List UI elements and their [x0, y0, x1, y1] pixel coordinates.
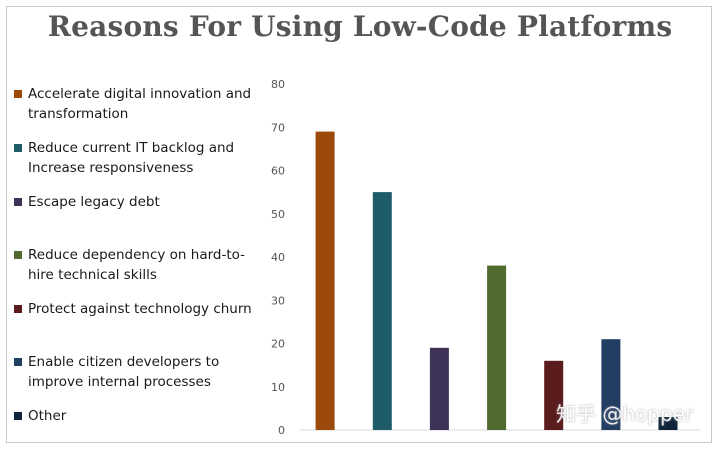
bar	[315, 131, 335, 430]
legend-item: Protect against technology churn	[14, 299, 264, 319]
bar	[544, 360, 564, 430]
legend-item: Reduce dependency on hard-to-hire techni…	[14, 245, 264, 285]
y-tick-label: 30	[271, 294, 285, 307]
legend-swatch	[14, 412, 22, 420]
legend-label: Escape legacy debt	[28, 194, 160, 210]
legend-label: Reduce dependency on hard-to-hire techni…	[28, 247, 246, 283]
legend-item: Reduce current IT backlog and Increase r…	[14, 138, 264, 178]
bar	[658, 417, 678, 430]
legend-label: Enable citizen developers to improve int…	[28, 354, 220, 390]
legend-item: Enable citizen developers to improve int…	[14, 352, 264, 392]
legend-label: Protect against technology churn	[28, 301, 252, 317]
legend-swatch	[14, 198, 22, 206]
y-tick-label: 80	[271, 78, 285, 91]
legend-item: Other	[14, 406, 264, 426]
y-tick-label: 50	[271, 208, 285, 221]
bar	[372, 192, 392, 430]
y-tick-label: 0	[278, 424, 285, 437]
bar	[429, 347, 449, 430]
bar	[601, 339, 621, 430]
legend-swatch	[14, 144, 22, 152]
legend-label: Accelerate digital innovation and transf…	[28, 86, 252, 122]
legend-label: Reduce current IT backlog and Increase r…	[28, 140, 235, 176]
watermark-text: 知乎 @hopper	[556, 402, 694, 426]
y-tick-label: 40	[271, 251, 285, 264]
legend-swatch	[14, 251, 22, 259]
legend-item: Accelerate digital innovation and transf…	[14, 84, 264, 124]
y-tick-label: 60	[271, 165, 285, 178]
chart-title: Reasons For Using Low-Code Platforms	[47, 10, 673, 43]
legend-swatch	[14, 90, 22, 98]
legend-item: Escape legacy debt	[14, 192, 264, 212]
legend-swatch	[14, 358, 22, 366]
y-tick-label: 70	[271, 121, 285, 134]
y-tick-label: 10	[271, 381, 285, 394]
chart-frame	[6, 6, 712, 443]
y-tick-label: 20	[271, 338, 285, 351]
legend-label: Other	[28, 408, 67, 424]
bar	[487, 265, 507, 430]
legend-swatch	[14, 305, 22, 313]
